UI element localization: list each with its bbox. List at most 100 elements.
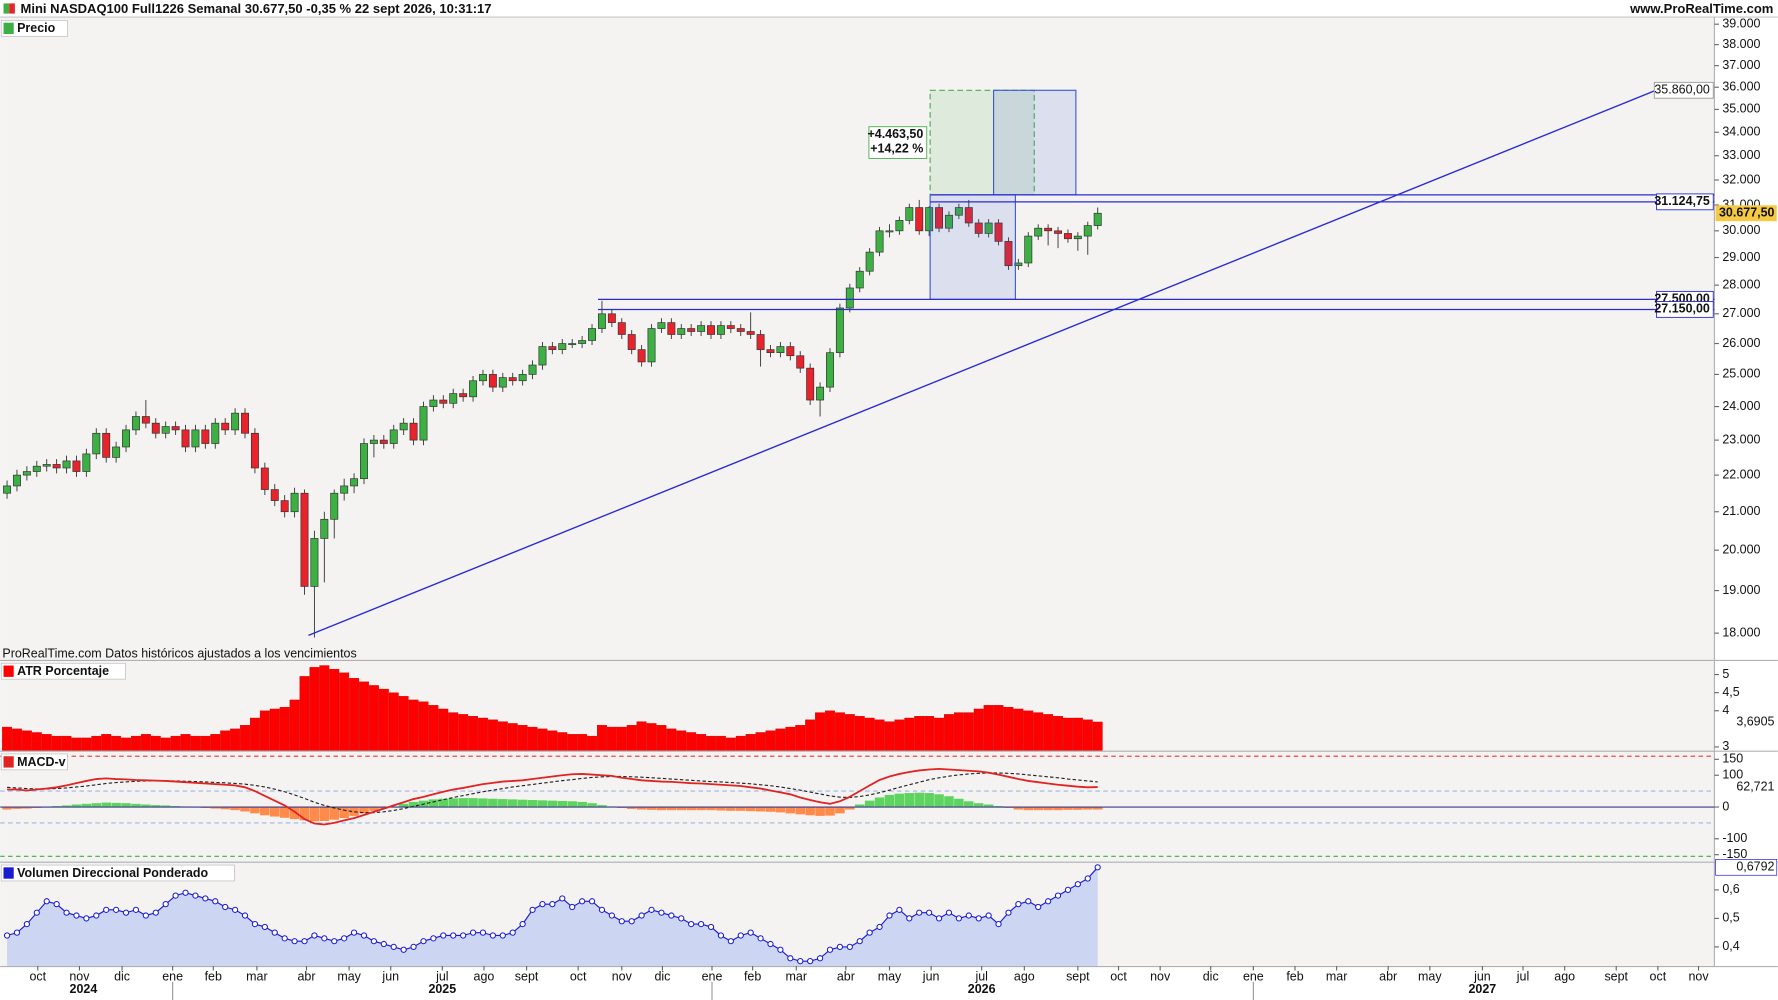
point xyxy=(122,909,130,916)
point xyxy=(261,923,268,931)
pane xyxy=(3,864,1101,966)
histogram-bar xyxy=(914,792,924,808)
histogram-bar xyxy=(1063,807,1073,810)
pane: +4.463,50+14,22 % xyxy=(3,89,1715,638)
candle-body xyxy=(905,207,914,221)
candle-body xyxy=(320,518,329,539)
range-box xyxy=(929,89,1035,196)
candle-body xyxy=(389,429,398,444)
y-tick-label: 33.000 xyxy=(1722,148,1760,162)
histogram-bar xyxy=(141,804,151,808)
bar xyxy=(993,705,1004,751)
bar xyxy=(388,692,399,751)
histogram-bar xyxy=(1083,807,1093,810)
bar xyxy=(537,728,548,751)
candle-body xyxy=(766,349,775,354)
histogram-bar xyxy=(765,807,776,812)
bar xyxy=(686,732,697,751)
y-tick-label: 20.000 xyxy=(1722,542,1760,556)
histogram-bar xyxy=(131,803,141,808)
x-tick-label: oct xyxy=(570,970,587,984)
x-tick-label: sept xyxy=(1066,970,1090,984)
point xyxy=(906,915,913,922)
x-tick-label: ago xyxy=(474,970,495,984)
point xyxy=(608,912,615,919)
bar xyxy=(150,735,161,751)
candle-body xyxy=(637,349,646,363)
histogram-bar xyxy=(61,805,72,808)
bar xyxy=(587,735,597,751)
histogram-bar xyxy=(854,804,865,808)
candle-body xyxy=(340,485,349,494)
y-tick-label: -150 xyxy=(1722,847,1747,861)
histogram-bar xyxy=(160,805,171,808)
bar xyxy=(577,734,588,751)
price-label-box xyxy=(1656,193,1714,211)
year-label: 2027 xyxy=(1469,982,1497,996)
histogram-bar xyxy=(230,807,240,811)
histogram-bar xyxy=(954,798,964,808)
candle-body xyxy=(241,412,249,434)
bar xyxy=(696,734,707,751)
histogram-bar xyxy=(220,807,230,810)
bar xyxy=(309,667,320,751)
last-value-box xyxy=(1715,714,1777,730)
point xyxy=(499,932,506,939)
point xyxy=(182,889,189,896)
x-tick-label: jun xyxy=(922,970,940,984)
point xyxy=(856,938,863,945)
candle-body xyxy=(806,367,815,401)
bar xyxy=(706,735,716,751)
bar xyxy=(339,672,350,751)
point xyxy=(212,898,219,905)
point xyxy=(152,909,159,916)
y-tick-label: 0,5 xyxy=(1722,911,1739,925)
y-tick-label: 18.000 xyxy=(1722,625,1760,639)
point xyxy=(1005,909,1012,916)
histogram-bar xyxy=(260,807,270,816)
histogram-bar xyxy=(845,807,855,810)
candle-body xyxy=(469,380,478,398)
histogram-bar xyxy=(359,807,369,814)
histogram-bar xyxy=(1073,807,1083,810)
bar xyxy=(368,685,379,751)
bar xyxy=(487,719,498,751)
candle-body xyxy=(667,322,676,335)
histogram-bar xyxy=(587,803,597,808)
histogram-bar xyxy=(210,807,221,809)
histogram-bar xyxy=(22,807,32,809)
x-tick-label: may xyxy=(337,970,361,984)
point xyxy=(370,938,378,945)
pane-title: Volumen Direccional Ponderado xyxy=(17,866,208,880)
x-tick-label: oct xyxy=(29,970,46,984)
bar xyxy=(924,716,935,751)
candle-body xyxy=(300,492,309,587)
chart-note: ProRealTime.com Datos históricos ajustad… xyxy=(2,646,356,660)
y-tick-label: 0,4 xyxy=(1722,939,1739,953)
bar xyxy=(815,712,826,751)
point xyxy=(569,903,576,911)
pane-title-icon xyxy=(3,867,14,879)
candle-body xyxy=(726,325,735,329)
bar xyxy=(1063,717,1073,751)
last-value-box xyxy=(1715,779,1777,796)
candle-body xyxy=(707,325,715,335)
bar xyxy=(220,730,231,751)
point xyxy=(1074,881,1081,888)
bar xyxy=(834,712,845,751)
pane-title: ATR Porcentaje xyxy=(17,664,109,678)
bar xyxy=(230,728,241,751)
histogram-bar xyxy=(597,805,607,808)
histogram-bar xyxy=(775,807,786,813)
candle-body xyxy=(826,352,834,388)
header-site[interactable]: www.ProRealTime.com xyxy=(1629,1,1773,16)
y-tick-label: -100 xyxy=(1722,831,1747,845)
point xyxy=(360,932,368,939)
bar xyxy=(438,708,449,751)
point xyxy=(13,929,21,936)
bar xyxy=(319,665,330,751)
bar xyxy=(131,735,141,751)
histogram-bar xyxy=(448,798,458,808)
point xyxy=(995,920,1002,928)
candle-body xyxy=(369,439,378,444)
